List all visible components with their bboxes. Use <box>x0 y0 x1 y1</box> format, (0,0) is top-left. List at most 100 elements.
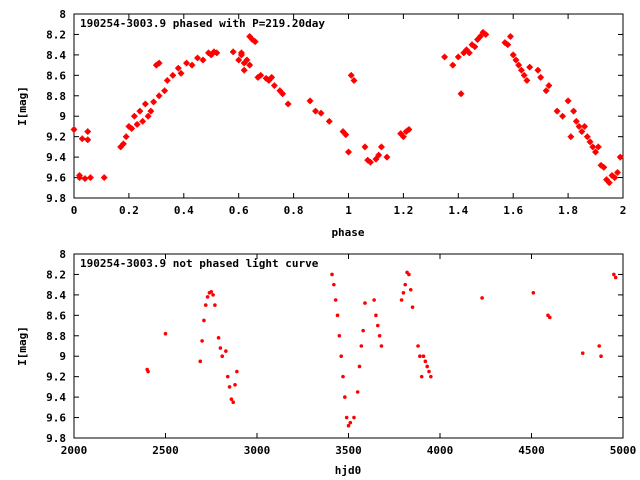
x-tick-label-top: 0.2 <box>119 204 139 217</box>
data-point-bottom <box>216 336 221 340</box>
data-point-top <box>455 53 462 61</box>
data-point-bottom <box>332 282 336 287</box>
data-point-top <box>504 41 511 48</box>
data-point-top <box>589 143 597 151</box>
data-point-top <box>147 107 155 115</box>
data-point-top <box>507 33 514 40</box>
data-point-top <box>128 125 135 132</box>
x-axis-label-bottom: hjd0 <box>335 464 362 477</box>
data-point-bottom <box>372 298 376 302</box>
data-point-top <box>199 56 207 64</box>
data-point-top <box>520 72 528 79</box>
data-point-top <box>457 90 465 97</box>
data-point-bottom <box>205 295 210 299</box>
data-point-top <box>84 136 91 143</box>
data-point-bottom <box>597 344 602 348</box>
data-point-top <box>194 54 201 62</box>
data-point-bottom <box>480 296 484 300</box>
data-point-top <box>136 107 144 115</box>
data-point-bottom <box>348 420 353 425</box>
y-tick-label-bottom: 8.2 <box>46 268 66 281</box>
data-point-top <box>188 61 196 69</box>
data-point-top <box>142 100 149 108</box>
y-tick-label-top: 9 <box>59 110 66 123</box>
data-point-bottom <box>146 369 150 374</box>
phased-light-curve-panel: 0 0.2 0.4 0.6 0.8 1 1.2 1.4 1.6 1.8 2 8 8.2 8.4 8.6 8.8… <box>16 8 626 239</box>
data-point-top <box>177 70 185 77</box>
data-point-bottom <box>375 323 380 328</box>
data-point-bottom <box>233 383 237 387</box>
data-point-top <box>117 143 124 151</box>
data-point-top <box>183 59 190 67</box>
data-point-top <box>614 169 621 176</box>
y-tick-label-bottom: 9.4 <box>46 391 66 404</box>
data-point-bottom <box>421 354 426 359</box>
x-tick-label-top: 0.6 <box>229 204 249 217</box>
data-point-bottom <box>612 272 616 277</box>
x-tick-label-top: 1.4 <box>448 204 468 217</box>
y-tick-label-bottom: 8 <box>59 248 66 261</box>
data-point-top <box>70 126 78 133</box>
chart-title-bottom: 190254-3003.9 not phased light curve <box>80 257 319 270</box>
data-point-top <box>155 59 163 67</box>
data-point-bottom <box>379 344 384 348</box>
data-point-top <box>100 174 108 181</box>
chart-title-top: 190254-3003.9 phased with P=219.20day <box>80 17 325 30</box>
data-point-top <box>526 63 533 71</box>
data-point-top <box>512 56 520 64</box>
data-point-top <box>361 143 369 151</box>
plot-frame-top <box>73 13 624 199</box>
data-point-top <box>169 72 177 79</box>
data-point-top <box>175 64 182 72</box>
y-tick-label-top: 8.8 <box>46 90 66 103</box>
data-point-top <box>611 174 618 181</box>
data-point-bottom <box>427 369 431 374</box>
data-point-bottom <box>339 354 343 359</box>
data-point-bottom <box>203 303 208 307</box>
data-point-top <box>246 61 253 69</box>
data-point-bottom <box>401 291 406 295</box>
y-tick-label-top: 8 <box>59 8 66 21</box>
data-point-bottom <box>198 359 203 364</box>
data-point-top <box>449 61 457 69</box>
data-point-top <box>581 123 588 130</box>
data-point-top <box>405 126 413 133</box>
data-point-top <box>570 107 577 115</box>
data-point-top <box>164 77 171 84</box>
data-point-top <box>553 107 561 115</box>
data-point-top <box>515 61 522 69</box>
y-tick-label-bottom: 9.8 <box>46 432 66 445</box>
data-point-top <box>81 175 89 182</box>
data-point-bottom <box>200 339 204 343</box>
data-point-top <box>586 138 594 145</box>
plot-frame-bottom <box>73 253 624 439</box>
data-point-bottom <box>407 272 411 277</box>
data-points-bottom <box>145 270 618 428</box>
data-point-bottom <box>403 282 408 287</box>
data-point-top <box>76 174 83 181</box>
data-point-bottom <box>580 351 585 355</box>
data-point-bottom <box>352 415 356 420</box>
data-point-bottom <box>209 290 214 294</box>
x-tick-label-bottom: 5000 <box>610 444 637 457</box>
data-point-bottom <box>225 374 230 379</box>
data-point-top <box>510 51 517 59</box>
data-point-bottom <box>377 333 382 338</box>
data-point-top <box>378 143 385 151</box>
data-point-bottom <box>599 354 603 359</box>
data-point-top <box>559 113 566 120</box>
y-tick-label-bottom: 9.2 <box>46 371 66 384</box>
ticks-bottom: 2000 2500 3000 3500 4000 4500 5000 8 8.2 8.4 8.6 8.… <box>46 248 636 457</box>
y-tick-label-top: 9.4 <box>46 151 66 164</box>
data-point-top <box>284 100 292 108</box>
data-point-bottom <box>419 374 424 379</box>
data-point-top <box>84 128 91 135</box>
data-point-top <box>326 118 333 125</box>
data-point-top <box>471 43 478 50</box>
y-tick-label-top: 8.6 <box>46 69 66 82</box>
data-point-top <box>122 133 130 140</box>
data-point-bottom <box>355 390 360 394</box>
data-point-top <box>482 31 489 38</box>
x-tick-label-top: 1.8 <box>558 204 578 217</box>
